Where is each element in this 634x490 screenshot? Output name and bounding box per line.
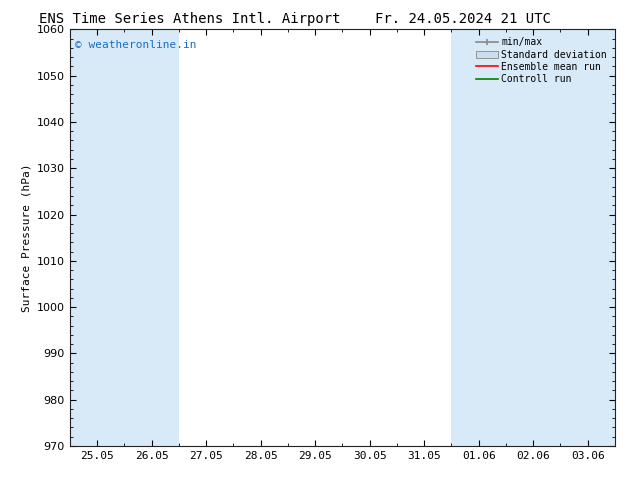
Bar	[451, 29, 506, 446]
Bar	[560, 29, 615, 446]
Text: ENS Time Series Athens Intl. Airport: ENS Time Series Athens Intl. Airport	[39, 12, 341, 26]
Bar	[70, 29, 124, 446]
Bar	[124, 29, 179, 446]
Legend: min/max, Standard deviation, Ensemble mean run, Controll run: min/max, Standard deviation, Ensemble me…	[473, 34, 610, 87]
Text: Fr. 24.05.2024 21 UTC: Fr. 24.05.2024 21 UTC	[375, 12, 551, 26]
Bar	[506, 29, 560, 446]
Text: © weatheronline.in: © weatheronline.in	[75, 40, 197, 50]
Y-axis label: Surface Pressure (hPa): Surface Pressure (hPa)	[21, 163, 31, 312]
